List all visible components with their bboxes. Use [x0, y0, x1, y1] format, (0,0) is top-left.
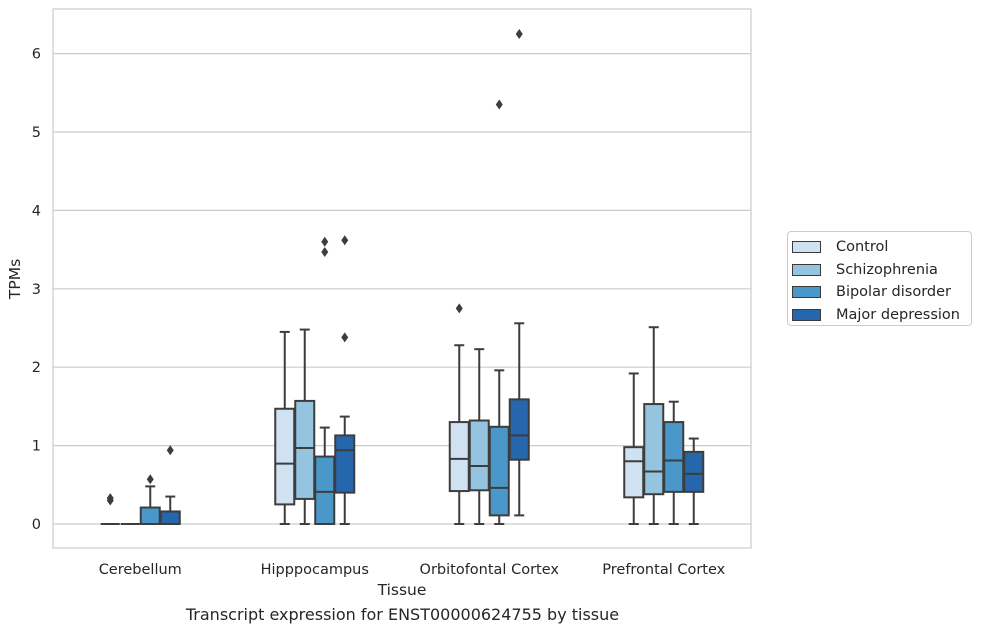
y-tick-label: 0 [32, 517, 41, 533]
box-iqr [683, 450, 705, 493]
box-iqr [663, 421, 685, 493]
legend-swatch [792, 286, 821, 299]
outlier-point [341, 332, 349, 343]
y-tick-label: 5 [32, 125, 41, 141]
y-tick-labels: 0 1 2 3 4 5 6 [32, 47, 41, 533]
box-schizophrenia [468, 348, 490, 525]
box-control [274, 330, 296, 525]
box-bipolar-disorder [139, 474, 161, 526]
x-tick-label: Orbitofontal Cortex [420, 562, 560, 578]
box-iqr [468, 419, 490, 492]
y-tick-label: 1 [32, 439, 41, 455]
box-iqr [294, 399, 316, 500]
legend-label: Bipolar disorder [836, 284, 951, 301]
legend-item: Bipolar disorder [792, 281, 971, 304]
box-iqr [508, 398, 530, 461]
box-iqr [139, 506, 161, 526]
y-tick-label: 3 [32, 282, 41, 298]
outlier-point [321, 236, 329, 247]
legend-label: Schizophrenia [836, 261, 938, 278]
y-axis-label: TPMs [6, 259, 24, 300]
legend-label: Major depression [836, 306, 960, 323]
box-major-depression [683, 437, 705, 525]
legend-swatch [792, 241, 821, 254]
box-control [448, 303, 470, 525]
outlier-point [495, 99, 503, 110]
box-control [100, 493, 120, 525]
outlier-point [515, 29, 523, 39]
legend-swatch [792, 308, 821, 321]
outlier-point [166, 445, 174, 456]
box-iqr [159, 510, 181, 525]
outlier-point [341, 235, 349, 246]
box-bipolar-disorder [314, 236, 336, 525]
box-schizophrenia [294, 328, 316, 525]
legend-item: Schizophrenia [792, 259, 971, 282]
x-tick-label: Prefrontal Cortex [602, 562, 725, 578]
x-tick-label: Hipppocampus [261, 562, 369, 578]
y-tick-label: 6 [32, 47, 41, 63]
legend-label: Control [836, 239, 889, 256]
box-bipolar-disorder [663, 400, 685, 525]
box-iqr [448, 421, 470, 493]
outlier-point [146, 474, 154, 485]
legend: Control Schizophrenia Bipolar disorder Majo… [787, 231, 972, 326]
box-iqr [334, 434, 356, 494]
y-tick-label: 4 [32, 203, 41, 219]
outlier-point [106, 493, 114, 504]
x-tick-labels: Cerebellum Hipppocampus Orbitofontal Corte… [99, 562, 726, 578]
gridlines [53, 52, 751, 525]
x-axis-label: Tissue [377, 581, 427, 599]
box-iqr [488, 425, 510, 517]
figure-caption: Transcript expression for ENST0000062475… [185, 605, 620, 624]
box-major-depression [334, 235, 356, 525]
legend-item: Major depression [792, 304, 971, 327]
box-iqr [314, 455, 336, 525]
box-iqr [623, 446, 645, 499]
outlier-point [455, 303, 463, 314]
outlier-point [321, 246, 329, 257]
plot-frame [52, 8, 752, 549]
box-iqr [643, 403, 665, 496]
legend-item: Control [792, 236, 971, 259]
y-tick-label: 2 [32, 360, 41, 376]
box-bipolar-disorder [488, 99, 510, 525]
x-tick-label: Cerebellum [99, 562, 182, 578]
boxes-layer [100, 29, 705, 526]
legend-swatch [792, 263, 821, 276]
box-iqr [274, 407, 296, 506]
box-major-depression [159, 445, 181, 525]
box-schizophrenia [643, 326, 665, 525]
box-major-depression [508, 29, 530, 517]
box-control [623, 372, 645, 525]
